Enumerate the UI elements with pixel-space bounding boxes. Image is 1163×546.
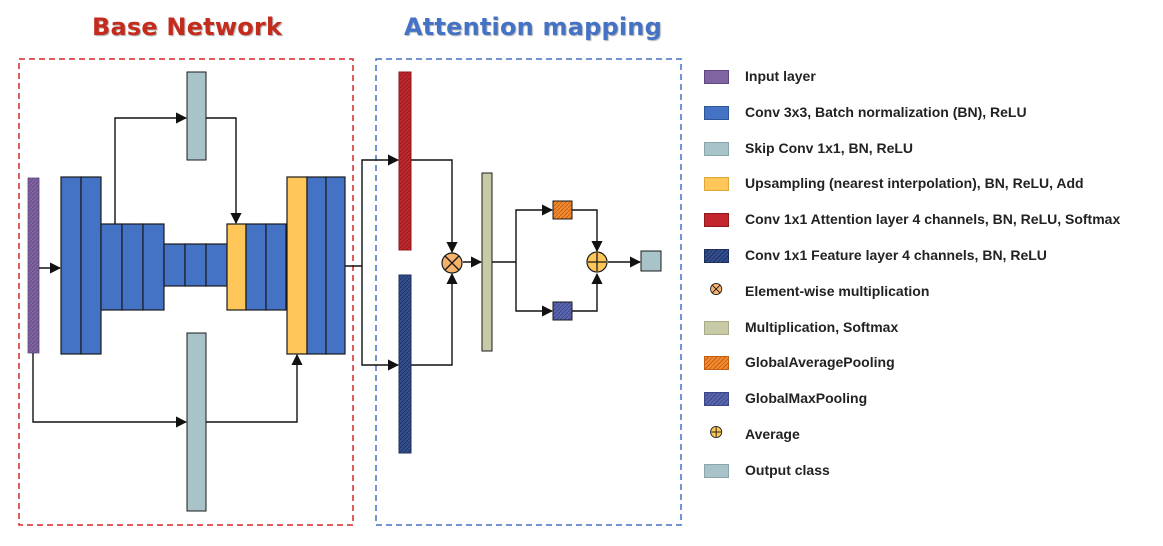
average-circle-icon [710, 425, 723, 439]
legend-label: Upsampling (nearest interpolation), BN, … [745, 175, 1084, 191]
skip-swatch-icon [704, 142, 729, 156]
upsample-block-2 [286, 176, 308, 355]
attention-swatch-icon [704, 213, 729, 227]
upsample-swatch-icon [704, 177, 729, 191]
attention-mapping-panel [375, 58, 682, 526]
gmp-swatch-icon [704, 392, 729, 406]
feature-layer-block [398, 274, 412, 454]
upsample-block-1 [226, 223, 247, 311]
softmax-block [481, 172, 493, 352]
base-network-title: Base Network [92, 13, 283, 41]
decoder-conv-stage-1 [245, 223, 287, 311]
attention-mapping-title: Attention mapping [404, 13, 662, 41]
skip-conv-block-top [186, 71, 207, 161]
base-network-arrows [32, 112, 303, 428]
legend-label: Conv 3x3, Batch normalization (BN), ReLU [745, 104, 1027, 120]
legend-label: GlobalMaxPooling [745, 390, 868, 406]
legend-label: GlobalAveragePooling [745, 354, 895, 370]
softmax-swatch-icon [704, 321, 729, 335]
input-layer-block [27, 177, 40, 354]
feature-swatch-icon [704, 249, 729, 263]
skip-conv-block-bottom [186, 332, 207, 512]
encoder-conv-stage-1 [60, 176, 102, 355]
encoder-conv-stage-2 [100, 223, 165, 311]
input-swatch-icon [704, 70, 729, 84]
global-average-pooling-block [552, 200, 573, 220]
legend-label: Average [745, 426, 800, 442]
output-class-block [640, 250, 662, 272]
legend-label: Input layer [745, 68, 816, 84]
attention-layer-block [398, 71, 412, 251]
legend-label: Conv 1x1 Attention layer 4 channels, BN,… [745, 211, 1121, 227]
global-max-pooling-block [552, 301, 573, 321]
decoder-conv-stage-2 [306, 176, 346, 355]
legend-label: Conv 1x1 Feature layer 4 channels, BN, R… [745, 247, 1047, 263]
legend-label: Skip Conv 1x1, BN, ReLU [745, 140, 914, 156]
legend-label: Multiplication, Softmax [745, 319, 899, 335]
output-swatch-icon [704, 464, 729, 478]
bottleneck-conv-stage [163, 243, 228, 287]
multiply-circle-icon [710, 282, 723, 296]
conv-swatch-icon [704, 106, 729, 120]
legend-label: Element-wise multiplication [745, 283, 930, 299]
average-node-icon [586, 251, 608, 273]
legend-label: Output class [745, 462, 830, 478]
gap-swatch-icon [704, 356, 729, 370]
multiply-node-icon [441, 252, 463, 274]
attention-mapping-arrows [345, 154, 642, 371]
